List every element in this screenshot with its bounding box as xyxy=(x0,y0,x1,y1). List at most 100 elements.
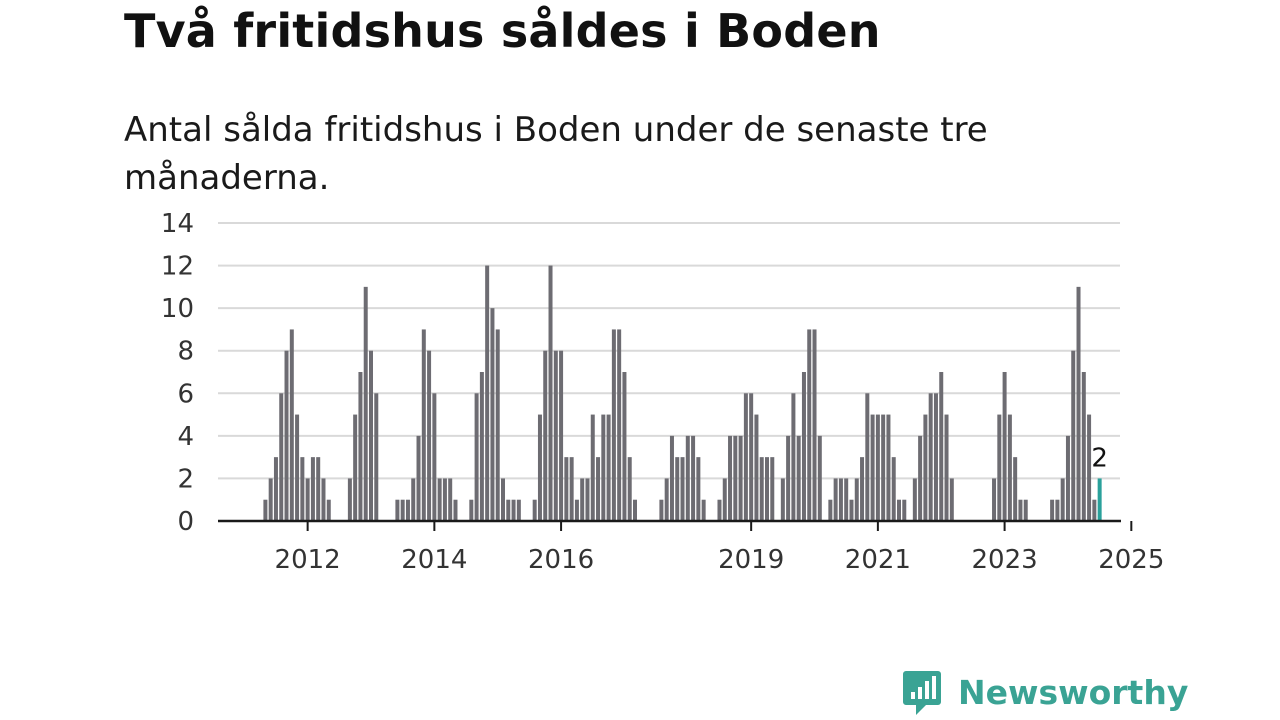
bar xyxy=(918,435,923,521)
data-labels: 2 xyxy=(1091,443,1108,473)
chart-title: Två fritidshus såldes i Boden xyxy=(124,4,881,58)
brand-logo: Newsworthy xyxy=(902,668,1188,718)
bar xyxy=(427,350,432,521)
y-tick-label: 12 xyxy=(161,252,194,282)
bar xyxy=(564,457,569,521)
bar xyxy=(448,478,453,521)
x-tick-label: 2014 xyxy=(401,545,467,575)
bar xyxy=(680,457,685,521)
bar xyxy=(780,478,785,521)
bar xyxy=(854,478,859,521)
bar xyxy=(596,457,601,521)
bar xyxy=(664,478,669,521)
bar xyxy=(659,499,664,521)
y-tick-label: 6 xyxy=(177,379,194,409)
bar xyxy=(891,457,896,521)
bar xyxy=(912,478,917,521)
brand-name: Newsworthy xyxy=(958,673,1189,712)
bar xyxy=(997,414,1002,521)
bar xyxy=(1071,350,1076,521)
bar xyxy=(574,499,579,521)
bar xyxy=(289,329,294,521)
bar xyxy=(516,499,521,521)
bar xyxy=(601,414,606,521)
bar xyxy=(537,414,542,521)
bar xyxy=(865,393,870,521)
bar xyxy=(738,435,743,521)
bar-chart: 0 2 4 6 8 10 12 14 2012 2014 2016 2019 2021 2023 2025… xyxy=(161,209,1164,575)
bar xyxy=(1087,414,1092,521)
bar xyxy=(728,435,733,521)
bar xyxy=(569,457,574,521)
bar xyxy=(838,478,843,521)
bar xyxy=(669,435,674,521)
bar xyxy=(754,414,759,521)
bar xyxy=(1092,499,1097,521)
y-tick-label: 10 xyxy=(161,294,194,324)
bar xyxy=(310,457,315,521)
bar xyxy=(326,499,331,521)
bar xyxy=(263,499,268,521)
bar xyxy=(622,372,627,521)
bar xyxy=(548,265,553,521)
bar xyxy=(743,393,748,521)
bar xyxy=(870,414,875,521)
bar xyxy=(553,350,558,521)
y-tick-label: 2 xyxy=(177,464,194,494)
bar xyxy=(749,393,754,521)
bar xyxy=(675,457,680,521)
bar xyxy=(347,478,352,521)
bar xyxy=(844,478,849,521)
bar xyxy=(691,435,696,521)
bar xyxy=(421,329,426,521)
bar xyxy=(1002,372,1007,521)
bar xyxy=(353,414,358,521)
bar xyxy=(495,329,500,521)
bar xyxy=(532,499,537,521)
bar xyxy=(828,499,833,521)
bar xyxy=(295,414,300,521)
bar xyxy=(923,414,928,521)
newsworthy-logo-icon xyxy=(903,671,941,715)
bar xyxy=(833,478,838,521)
bar xyxy=(949,478,954,521)
bar xyxy=(411,478,416,521)
x-tick-label: 2025 xyxy=(1098,545,1164,575)
bar xyxy=(511,499,516,521)
bar xyxy=(944,414,949,521)
bar xyxy=(316,457,321,521)
bar xyxy=(590,414,595,521)
bar xyxy=(606,414,611,521)
bar xyxy=(992,478,997,521)
bar xyxy=(801,372,806,521)
bar xyxy=(479,372,484,521)
bar xyxy=(886,414,891,521)
chart-bars xyxy=(263,265,1102,521)
bar xyxy=(469,499,474,521)
bar xyxy=(363,286,368,521)
bar xyxy=(284,350,289,521)
x-tick-label: 2023 xyxy=(972,545,1038,575)
bar xyxy=(273,457,278,521)
bar xyxy=(358,372,363,521)
bar xyxy=(696,457,701,521)
chart-gridlines xyxy=(218,222,1120,480)
bar xyxy=(897,499,901,521)
bar xyxy=(928,393,933,521)
bar xyxy=(442,478,447,521)
bar-highlight xyxy=(1097,478,1102,521)
bar xyxy=(733,435,738,521)
bar xyxy=(453,499,458,521)
bar xyxy=(305,478,310,521)
bar xyxy=(400,499,405,521)
bar xyxy=(321,478,326,521)
y-tick-label: 8 xyxy=(177,337,194,367)
bar xyxy=(416,435,421,521)
bar xyxy=(405,499,410,521)
bar xyxy=(268,478,273,521)
bar xyxy=(490,308,495,521)
bar xyxy=(770,457,775,521)
bar xyxy=(485,265,490,521)
bar xyxy=(543,350,548,521)
chart-subtitle: Antal sålda fritidshus i Boden under de … xyxy=(124,110,988,198)
